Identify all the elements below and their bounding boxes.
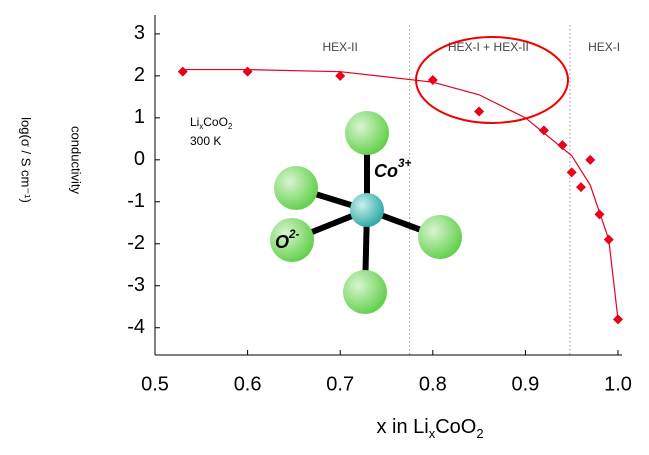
label-part: Li [190, 115, 199, 129]
label: Co3+ [374, 157, 412, 181]
y-axis-label: conductivity [69, 126, 84, 194]
label-part: 2 [228, 122, 232, 131]
x-tick-label: 1.0 [604, 373, 632, 395]
oxygen [418, 215, 462, 259]
label-part: Co [374, 161, 398, 181]
x-tick-label: 0.9 [511, 373, 539, 395]
oxygen [345, 111, 389, 155]
label-part: x in Li [376, 416, 428, 438]
label-part: CoO [203, 115, 228, 129]
label-part: CoO [435, 416, 476, 438]
data-point [178, 67, 188, 77]
data-point [474, 107, 484, 117]
y-tick-label: 3 [134, 22, 145, 44]
y-axis-label: log(σ / S cm⁻¹) [19, 117, 34, 203]
y-tick-label: 2 [134, 64, 145, 86]
label: LixCoO2 [190, 115, 232, 131]
y-tick-label: 0 [134, 148, 145, 170]
data-point [585, 155, 595, 165]
label-part: 2- [288, 228, 300, 241]
x-tick-label: 0.5 [141, 373, 169, 395]
y-tick-label: -1 [127, 190, 145, 212]
x-tick-label: 0.8 [419, 373, 447, 395]
label-part: O [275, 232, 289, 252]
chart: HEX-II HEX-I + HEX-II HEX-I 3 2 1 0 -1 -2 -3 -4 0.5… [0, 0, 649, 450]
label: x in LixCoO2 [376, 416, 483, 441]
oxygen [274, 166, 318, 210]
y-tick-label: -3 [127, 274, 145, 296]
region-label: HEX-I + HEX-II [448, 40, 529, 54]
y-tick-label: -2 [127, 232, 145, 254]
data-point [576, 182, 586, 192]
inset-temp: 300 K [190, 134, 221, 148]
label-part: 3+ [398, 157, 412, 170]
x-tick-label: 0.7 [326, 373, 354, 395]
y-tick-label: 1 [134, 106, 145, 128]
region-label: HEX-I [588, 40, 620, 54]
label-part: 2 [476, 426, 483, 441]
data-point [567, 167, 577, 177]
oxygen [343, 270, 387, 314]
y-tick-label: -4 [127, 316, 145, 338]
x-tick-label: 0.6 [234, 373, 262, 395]
data-point [243, 67, 253, 77]
cobalt [350, 193, 384, 227]
region-label: HEX-II [323, 40, 358, 54]
